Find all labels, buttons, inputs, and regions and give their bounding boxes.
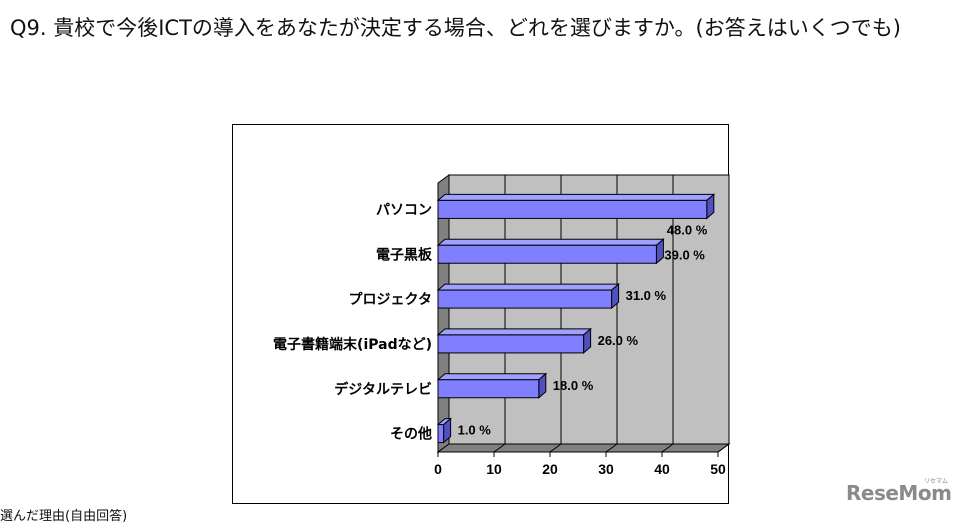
category-label: プロジェクタ xyxy=(349,292,432,308)
x-tick-label: 50 xyxy=(710,461,726,477)
bar-top xyxy=(436,283,620,291)
data-label: 48.0 % xyxy=(667,222,708,237)
bar xyxy=(437,379,540,399)
category-label: 電子黒板 xyxy=(376,246,433,263)
gridline-floor xyxy=(605,443,618,453)
gridline-floor xyxy=(717,443,730,453)
bar xyxy=(437,244,657,264)
x-tick-label: 20 xyxy=(542,461,558,477)
category-label: 電子書籍端末(iPadなど) xyxy=(273,336,432,353)
bar-top xyxy=(436,328,592,336)
x-tick-label: 30 xyxy=(598,461,614,477)
bar xyxy=(437,289,613,309)
plot-floor xyxy=(436,443,731,453)
bar xyxy=(437,199,708,219)
gridline-floor xyxy=(549,443,562,453)
resemom-logo-sub: リセマム xyxy=(924,478,949,485)
data-label: 26.0 % xyxy=(598,333,639,348)
data-label: 1.0 % xyxy=(458,423,492,438)
bar xyxy=(437,334,585,354)
bar xyxy=(437,424,445,444)
bar-top xyxy=(436,373,548,381)
gridline-floor xyxy=(493,443,506,453)
question-title: Q9. 貴校で今後ICTの導入をあなたが決定する場合、どれを選びますか。(お答え… xyxy=(10,16,901,40)
gridline-floor xyxy=(661,443,674,453)
category-label: その他 xyxy=(390,426,432,443)
data-label: 18.0 % xyxy=(553,378,594,393)
x-tick-label: 40 xyxy=(654,461,670,477)
data-label: 31.0 % xyxy=(626,288,667,303)
resemom-logo: ReseMom xyxy=(846,481,952,505)
x-tick-label: 0 xyxy=(434,461,442,477)
bar-chart: 0 10 20 30 40 50 パソコン 48.0 % 電子黒板 39.0 % プロジェクタ 31.… xyxy=(273,174,731,477)
data-label: 39.0 % xyxy=(664,247,705,262)
bar-top xyxy=(436,238,665,246)
category-label: パソコン xyxy=(376,202,432,218)
bar-top xyxy=(436,193,716,201)
category-label: デジタルテレビ xyxy=(334,381,432,398)
x-tick-label: 10 xyxy=(486,461,502,477)
chart-frame: 0 10 20 30 40 50 パソコン 48.0 % 電子黒板 39.0 % プロジェクタ 31.… xyxy=(232,124,731,504)
